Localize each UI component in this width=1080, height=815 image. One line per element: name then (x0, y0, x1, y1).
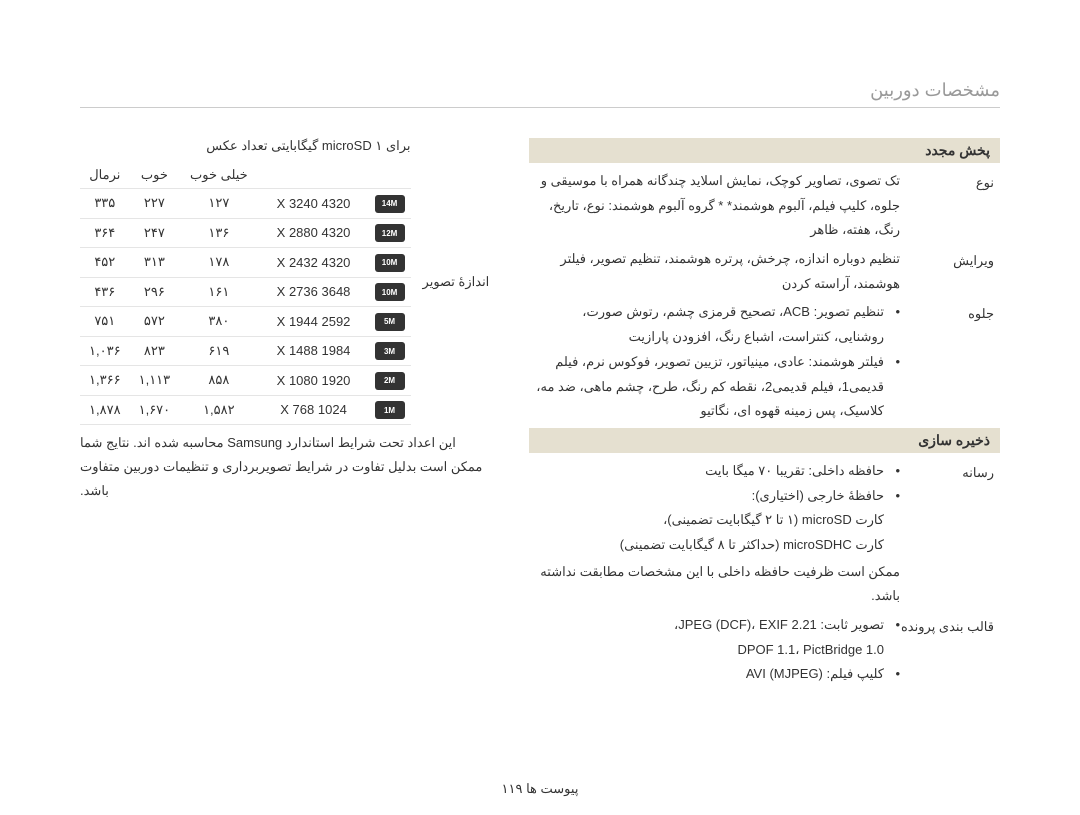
resolution-cell: 1920 X 1080 (259, 366, 369, 396)
list-item: تصویر ثابت: JPEG (DCF)، EXIF 2.21، DPOF … (529, 613, 900, 662)
fine-cell: ۲۴۷ (130, 218, 180, 248)
normal-cell: ۳۶۴ (80, 218, 130, 248)
list-item: فیلتر هوشمند: عادی، مینیاتور، تزیین تصوی… (529, 350, 900, 424)
table-column: اندازۀ تصوير برای microSD ۱ گیگابایتی تع… (80, 138, 489, 691)
media-value: حافظه داخلی: تقریبا ۷۰ میگا بایت حافظهٔ … (529, 459, 900, 609)
size-icon-cell: 14M (369, 189, 411, 219)
resolution-cell: 1024 X 768 (259, 395, 369, 425)
size-badge-icon: 3M (375, 342, 405, 360)
superfine-cell: ۱۷۸ (179, 248, 258, 278)
table-row: 1M 1024 X 768۱,۵۸۲۱,۶۷۰۱,۸۷۸ (80, 395, 411, 425)
effect-value: تنظیم تصویر: ACB، تصحیح قرمزی چشم، رتوش … (529, 300, 900, 423)
normal-cell: ۱,۸۷۸ (80, 395, 130, 425)
col-res (259, 162, 369, 189)
type-value: تک تصوی، تصاویر کوچک، نمایش اسلاید چندگا… (529, 169, 900, 243)
size-badge-icon: 12M (375, 224, 405, 242)
size-icon-cell: 2M (369, 366, 411, 396)
edit-label: ویرایش (900, 247, 1000, 274)
storage-header: ذخیره سازی (529, 428, 1000, 453)
superfine-cell: ۶۱۹ (179, 336, 258, 366)
format-value: تصویر ثابت: JPEG (DCF)، EXIF 2.21، DPOF … (529, 613, 900, 687)
image-size-label: اندازۀ تصوير (423, 274, 490, 290)
type-label: نوع (900, 169, 1000, 196)
fine-cell: ۵۷۲ (130, 307, 180, 337)
size-icon-cell: 12M (369, 218, 411, 248)
superfine-cell: ۸۵۸ (179, 366, 258, 396)
page-number: پیوست ها ۱۱۹ (0, 781, 1080, 797)
table-row: 12M 4320 X 2880۱۳۶۲۴۷۳۶۴ (80, 218, 411, 248)
size-icon-cell: 3M (369, 336, 411, 366)
resolution-cell: 4320 X 2432 (259, 248, 369, 278)
resolution-cell: 1984 X 1488 (259, 336, 369, 366)
edit-value: تنظیم دوباره اندازه، چرخش، پرتره هوشمند،… (529, 247, 900, 296)
list-item: حافظه داخلی: تقریبا ۷۰ میگا بایت (529, 459, 900, 484)
format-label: قالب بندی پرونده (900, 613, 1000, 640)
normal-cell: ۴۳۶ (80, 277, 130, 307)
effect-label: جلوه (900, 300, 1000, 327)
col-super-fine: خیلی خوب (179, 162, 258, 189)
normal-cell: ۱,۰۳۶ (80, 336, 130, 366)
normal-cell: ۴۵۲ (80, 248, 130, 278)
size-icon-cell: 5M (369, 307, 411, 337)
fine-cell: ۱,۱۱۳ (130, 366, 180, 396)
media-tail: ممکن است ظرفیت حافظه داخلی با این مشخصات… (529, 560, 900, 609)
normal-cell: ۷۵۱ (80, 307, 130, 337)
size-badge-icon: 10M (375, 254, 405, 272)
page-title: مشخصات دوربین (80, 80, 1000, 108)
size-icon-cell: 10M (369, 248, 411, 278)
table-row: 3M 1984 X 1488۶۱۹۸۲۳۱,۰۳۶ (80, 336, 411, 366)
superfine-cell: ۳۸۰ (179, 307, 258, 337)
superfine-cell: ۱۲۷ (179, 189, 258, 219)
fine-cell: ۲۹۶ (130, 277, 180, 307)
normal-cell: ۳۳۵ (80, 189, 130, 219)
table-row: 10M 4320 X 2432۱۷۸۳۱۳۴۵۲ (80, 248, 411, 278)
resolution-cell: 3648 X 2736 (259, 277, 369, 307)
list-item: تنظیم تصویر: ACB، تصحیح قرمزی چشم، رتوش … (529, 300, 900, 349)
col-fine: خوب (130, 162, 180, 189)
table-row: 10M 3648 X 2736۱۶۱۲۹۶۴۳۶ (80, 277, 411, 307)
superfine-cell: ۱,۵۸۲ (179, 395, 258, 425)
fine-cell: ۸۲۳ (130, 336, 180, 366)
resolution-cell: 2592 X 1944 (259, 307, 369, 337)
playback-header: پخش مجدد (529, 138, 1000, 163)
size-badge-icon: 14M (375, 195, 405, 213)
table-footnote: این اعداد تحت شرایط استاندارد Samsung مح… (80, 431, 489, 503)
size-icon-cell: 1M (369, 395, 411, 425)
resolution-cell: 4320 X 2880 (259, 218, 369, 248)
fine-cell: ۲۲۷ (130, 189, 180, 219)
normal-cell: ۱,۳۶۶ (80, 366, 130, 396)
table-row: 5M 2592 X 1944۳۸۰۵۷۲۷۵۱ (80, 307, 411, 337)
size-icon-cell: 10M (369, 277, 411, 307)
size-badge-icon: 10M (375, 283, 405, 301)
capacity-table: خیلی خوب خوب نرمال 14M4320 X 3240۱۲۷۲۲۷۳… (80, 162, 411, 425)
col-icon (369, 162, 411, 189)
table-row: 2M 1920 X 1080۸۵۸۱,۱۱۳۱,۳۶۶ (80, 366, 411, 396)
media-label: رسانه (900, 459, 1000, 486)
specs-column: پخش مجدد نوع تک تصوی، تصاویر کوچک، نمایش… (529, 138, 1000, 691)
resolution-cell: 4320 X 3240 (259, 189, 369, 219)
col-normal: نرمال (80, 162, 130, 189)
size-badge-icon: 5M (375, 313, 405, 331)
fine-cell: ۳۱۳ (130, 248, 180, 278)
table-row: 14M 4320 X 3240۱۲۷۲۲۷۳۳۵ (80, 189, 411, 219)
superfine-cell: ۱۳۶ (179, 218, 258, 248)
superfine-cell: ۱۶۱ (179, 277, 258, 307)
fine-cell: ۱,۶۷۰ (130, 395, 180, 425)
list-item: حافظهٔ خارجی (اختیاری): کارت microSD (۱ … (529, 484, 900, 558)
size-badge-icon: 2M (375, 372, 405, 390)
table-title: برای microSD ۱ گیگابایتی تعداد عکس (80, 138, 411, 154)
size-badge-icon: 1M (375, 401, 405, 419)
list-item: کلیپ فیلم: AVI (MJPEG) (529, 662, 900, 687)
